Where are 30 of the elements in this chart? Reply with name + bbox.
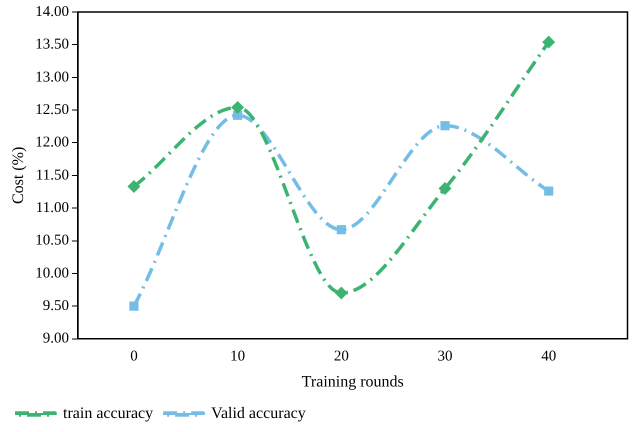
point: [544, 186, 554, 196]
y-tick-label: 9.00: [42, 330, 69, 347]
legend-label: Valid accuracy: [211, 405, 306, 422]
y-tick-label: 13.50: [35, 36, 69, 53]
point: [232, 102, 244, 114]
y-tick-label: 11.00: [36, 200, 69, 216]
point: [336, 225, 346, 234]
point: [129, 302, 139, 311]
point: [128, 180, 140, 192]
point: [439, 182, 451, 194]
x-tick-label: 20: [334, 348, 349, 365]
y-tick-label: 13.00: [35, 69, 69, 86]
y-axis-title: Cost (%): [10, 146, 27, 204]
y-tick-label: 11.50: [36, 167, 69, 184]
point: [336, 287, 348, 299]
y-tick-label: 12.50: [35, 102, 69, 118]
point: [542, 36, 554, 48]
point: [233, 110, 242, 120]
y-tick-label: 14.00: [35, 4, 69, 20]
legend-label: train accuracy: [63, 405, 154, 422]
x-axis-title: Training rounds: [302, 374, 404, 391]
x-tick-label: 10: [230, 348, 246, 365]
x-tick-label: 30: [438, 348, 453, 365]
x-tick-label: 40: [541, 348, 556, 365]
point: [440, 121, 450, 130]
y-tick-label: 9.50: [42, 298, 69, 314]
y-tick-label: 10.50: [35, 232, 69, 249]
y-tick-label: 10.00: [35, 265, 69, 282]
y-tick-label: 12.00: [35, 134, 69, 151]
x-tick-label: 0: [130, 348, 138, 365]
